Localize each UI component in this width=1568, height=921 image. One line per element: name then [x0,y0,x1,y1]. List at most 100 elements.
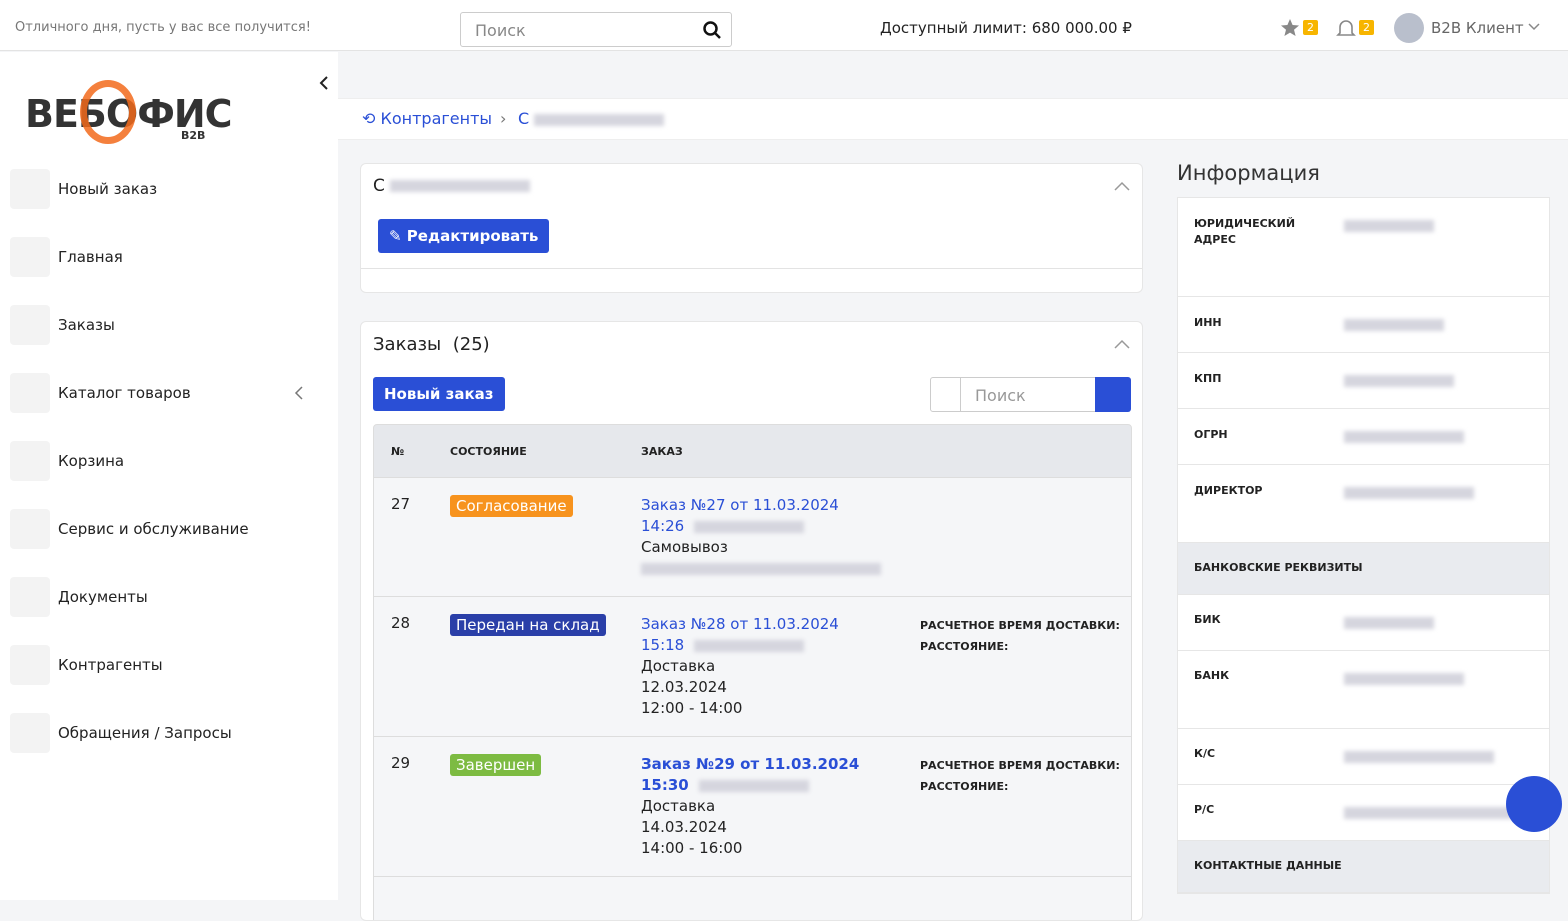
delivery-label: РАСЧЕТНОЕ ВРЕМЯ ДОСТАВКИ: [920,759,1120,772]
order-info: Заказ №29 от 11.03.2024 15:30 Доставка 14.0… [641,754,859,859]
order-time[interactable]: 14:26 [641,517,685,535]
menu-item[interactable]: Заказы [10,305,115,345]
order-row [374,876,1131,920]
filter-dropdown[interactable] [930,377,961,412]
menu-item[interactable]: Корзина [10,441,124,481]
user-name[interactable]: B2B Клиент [1431,19,1524,37]
menu-icon[interactable] [10,441,50,481]
menu-item[interactable]: Документы [10,577,148,617]
delivery-label: РАСЧЕТНОЕ ВРЕМЯ ДОСТАВКИ: [920,619,1120,632]
redacted [1344,487,1474,499]
breadcrumb-parent-text[interactable]: Контрагенты [380,109,493,128]
field-label: ДИРЕКТОР [1194,484,1263,497]
menu-icon[interactable] [10,713,50,753]
redacted [1344,375,1454,387]
column-header: № [391,445,405,458]
order-info: Заказ №27 от 11.03.2024 14:26 Самовывоз [641,495,881,579]
menu-item[interactable]: Контрагенты [10,645,163,685]
chat-button[interactable] [1506,776,1562,832]
collapse-button[interactable] [318,76,330,90]
user-dropdown[interactable] [1528,22,1540,32]
redacted [1344,220,1434,232]
breadcrumb-current: С [518,109,665,128]
order-line: 12:00 - 14:00 [641,699,743,717]
order-time[interactable]: 15:18 [641,636,685,654]
notifications-count: 2 [1359,20,1374,35]
collapse-icon[interactable] [1114,181,1130,191]
column-header: ЗАКАЗ [641,445,683,458]
breadcrumb-separator: › [500,109,507,128]
search-button[interactable] [1095,377,1131,412]
submenu-arrow[interactable] [294,386,304,400]
search[interactable]: Поиск [460,12,732,47]
order-link[interactable]: Заказ №28 от 11.03.2024 [641,615,839,633]
menu-label[interactable]: Новый заказ [58,180,158,198]
order-number: 29 [391,754,411,772]
edit-button-text[interactable]: Редактировать [406,227,539,245]
divider [361,268,1142,269]
avatar[interactable] [1394,13,1424,43]
menu-label[interactable]: Корзина [58,452,125,470]
top-bar: Отличного дня, пусть у вас все получится… [0,0,1568,51]
order-link[interactable]: Заказ №27 от 11.03.2024 [641,496,839,514]
status-badge: Завершен [450,754,542,776]
order-row: 27 Согласование Заказ №27 от 11.03.2024 14:… [374,477,1131,596]
star-icon[interactable] [1280,18,1300,38]
menu-label[interactable]: Контрагенты [58,656,163,674]
logo-badge: B2B [181,129,206,142]
menu-item[interactable]: Обращения / Запросы [10,713,232,753]
order-info: Заказ №28 от 11.03.2024 15:18 Доставка 12.0… [641,614,839,719]
info-field: БАНК [1178,651,1549,729]
menu-item[interactable]: Каталог товаров [10,373,191,413]
order-line: 14.03.2024 [641,818,727,836]
edit-button[interactable]: ✎ Редактировать [378,219,550,253]
field-label: К/С [1194,747,1216,760]
orders-search[interactable]: Поиск [960,377,1096,412]
redacted [1344,319,1444,331]
redacted [1344,431,1464,443]
menu-icon[interactable] [10,577,50,617]
redacted [698,779,809,792]
collapse-icon[interactable] [1114,339,1130,349]
order-link[interactable]: Заказ №29 от 11.03.2024 [641,755,860,773]
field-label: БИК [1194,613,1221,626]
menu-label[interactable]: Обращения / Запросы [58,724,232,742]
menu-icon[interactable] [10,373,50,413]
menu-icon[interactable] [10,169,50,209]
menu-item[interactable]: Сервис и обслуживание [10,509,249,549]
column-header: СОСТОЯНИЕ [450,445,527,458]
info-panel: ЮРИДИЧЕСКИЙ АДРЕС ИНН КПП ОГРН ДИРЕКТОР БАНКО… [1177,197,1550,894]
bell-icon[interactable] [1336,18,1356,38]
contacts-section: КОНТАКТНЫЕ ДАННЫЕ [1178,841,1549,893]
menu-label[interactable]: Главная [58,248,123,266]
sidebar: ВЕБОФИС B2B Новый заказ Главная Заказы Ката… [0,52,338,900]
company-title: С [373,176,531,196]
info-title: Информация [1177,161,1320,185]
info-field: ИНН [1178,297,1549,353]
order-number: 27 [391,495,411,513]
menu-icon[interactable] [10,645,50,685]
breadcrumb-current-text: С [518,109,530,128]
menu-icon[interactable] [10,305,50,345]
favorites-count: 2 [1303,20,1318,35]
menu-icon[interactable] [10,237,50,277]
orders-title-text: Заказы [373,334,442,355]
order-row: 28 Передан на склад Заказ №28 от 11.03.202… [374,596,1131,736]
redacted [1344,807,1524,819]
order-line: Доставка [641,657,716,675]
search-placeholder: Поиск [475,21,526,40]
menu-item[interactable]: Главная [10,237,123,277]
breadcrumb-parent[interactable]: ⟲ Контрагенты [362,109,493,128]
menu-label[interactable]: Документы [58,588,148,606]
new-order-button[interactable]: Новый заказ [373,377,505,411]
menu-label[interactable]: Каталог товаров [58,384,191,402]
menu-label[interactable]: Сервис и обслуживание [58,520,249,538]
order-row: 29 Завершен Заказ №29 от 11.03.2024 15:30 До… [374,736,1131,876]
menu-label[interactable]: Заказы [58,316,115,334]
menu-icon[interactable] [10,509,50,549]
delivery-label: РАССТОЯНИЕ: [920,780,1009,793]
order-time[interactable]: 15:30 [641,776,689,794]
menu-item[interactable]: Новый заказ [10,169,157,209]
order-line: Доставка [641,797,716,815]
